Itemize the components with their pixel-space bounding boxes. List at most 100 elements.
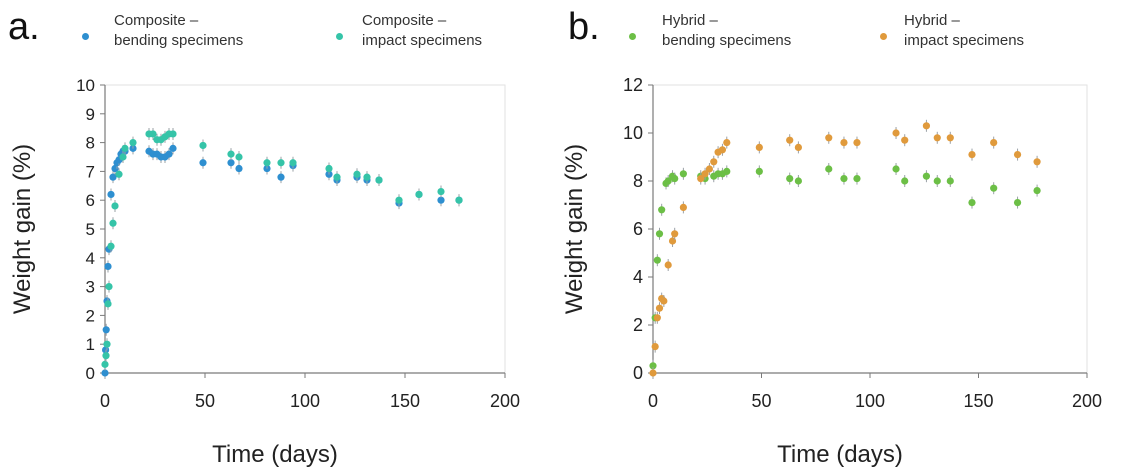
y-tick-label: 5 — [86, 220, 95, 239]
series-2 — [649, 119, 1041, 379]
x-tick-label: 100 — [855, 391, 885, 411]
chart-panel-a: a. Composite – bending specimens Composi… — [0, 0, 560, 472]
data-point — [892, 165, 900, 173]
data-point — [103, 340, 111, 348]
data-point — [169, 144, 177, 152]
data-point — [786, 136, 794, 144]
y-tick-label: 6 — [633, 219, 643, 239]
data-point — [109, 173, 117, 181]
series-2 — [101, 127, 463, 371]
legend-composite-impact: Composite – impact specimens — [362, 11, 482, 51]
x-tick-label: 200 — [1072, 391, 1102, 411]
data-point — [653, 256, 661, 264]
plot-area-frame — [652, 84, 1088, 374]
data-point — [922, 172, 931, 180]
data-point — [102, 326, 110, 334]
y-tick-label: 10 — [76, 76, 95, 95]
data-point — [701, 170, 709, 178]
data-point — [933, 134, 941, 142]
data-point — [129, 139, 137, 147]
data-point — [946, 134, 954, 142]
data-point — [235, 164, 243, 173]
legend-text-line2: bending specimens — [114, 32, 244, 49]
data-point — [111, 202, 119, 210]
x-axis-label: Time (days) — [212, 441, 338, 468]
y-tick-label: 0 — [86, 364, 95, 383]
x-tick-label: 50 — [195, 391, 215, 411]
legend-hybrid-impact: Hybrid – impact specimens — [904, 11, 1024, 51]
data-point — [679, 203, 687, 211]
data-point — [651, 343, 659, 351]
data-point — [169, 130, 177, 138]
data-point — [892, 129, 900, 137]
legend-text-line1: Hybrid – — [662, 12, 718, 29]
data-point — [227, 150, 235, 158]
legend-text-line1: Composite – — [114, 12, 199, 29]
data-point — [660, 297, 668, 305]
y-tick-label: 9 — [86, 105, 95, 124]
data-point — [115, 170, 123, 178]
legend-text-line2: impact specimens — [904, 32, 1025, 49]
data-point — [794, 143, 802, 151]
y-tick-label: 2 — [86, 306, 95, 325]
data-point — [664, 261, 672, 269]
data-point — [968, 199, 976, 207]
data-point — [990, 184, 998, 192]
data-point — [901, 177, 909, 185]
data-point — [395, 196, 403, 204]
data-point — [649, 369, 657, 377]
data-point — [718, 146, 727, 154]
data-point — [107, 242, 115, 250]
data-point — [227, 159, 235, 167]
data-point — [968, 151, 976, 159]
data-point — [101, 369, 109, 377]
panel-b-label: b. — [568, 6, 600, 48]
data-point — [825, 165, 833, 173]
data-point — [277, 159, 285, 167]
y-tick-label: 7 — [86, 162, 95, 181]
x-tick-label: 150 — [390, 391, 420, 411]
y-tick-label: 6 — [86, 191, 95, 210]
data-point — [1013, 199, 1022, 207]
y-tick-label: 8 — [633, 171, 643, 191]
data-point — [437, 187, 445, 196]
data-point — [649, 362, 657, 370]
legend-text-line1: Composite – — [362, 12, 447, 29]
legend-text-line2: bending specimens — [662, 32, 792, 49]
data-point — [922, 122, 931, 130]
data-point — [101, 360, 109, 368]
data-point — [755, 143, 763, 151]
legend-marker-hybrid-bending — [629, 33, 636, 40]
data-point — [199, 159, 207, 167]
data-point — [853, 175, 861, 183]
data-point — [455, 196, 463, 204]
y-tick-label: 4 — [86, 249, 95, 268]
legend-composite-bending: Composite – bending specimens — [114, 11, 243, 51]
y-axis-label: Weight gain (%) — [561, 144, 588, 314]
y-tick-label: 0 — [633, 363, 643, 383]
data-point — [853, 139, 861, 147]
data-point — [840, 175, 848, 183]
data-point — [901, 136, 909, 144]
series-1 — [649, 163, 1041, 372]
data-point — [199, 141, 207, 150]
y-tick-label: 2 — [633, 315, 643, 335]
data-point — [263, 159, 271, 167]
data-point — [353, 170, 361, 178]
y-tick-label: 8 — [86, 134, 95, 153]
legend-text-line2: impact specimens — [362, 32, 483, 49]
scatter-plot-b: 0 50 100 150 200 0 2 4 6 8 10 12 Time (days) Weight g… — [561, 75, 1102, 468]
legend-marker-composite-bending — [82, 33, 89, 40]
data-point — [1013, 151, 1022, 159]
panel-a-label: a. — [8, 6, 40, 48]
data-point — [235, 153, 243, 161]
data-point — [825, 134, 833, 142]
data-point — [437, 196, 445, 204]
chart-panel-b: b. Hybrid – bending specimens Hybrid – i… — [560, 0, 1122, 472]
data-point — [786, 175, 794, 183]
legend-hybrid-bending: Hybrid – bending specimens — [662, 11, 791, 51]
data-point — [109, 219, 117, 227]
data-point — [121, 144, 129, 152]
data-point — [415, 190, 423, 199]
data-point — [149, 130, 157, 138]
